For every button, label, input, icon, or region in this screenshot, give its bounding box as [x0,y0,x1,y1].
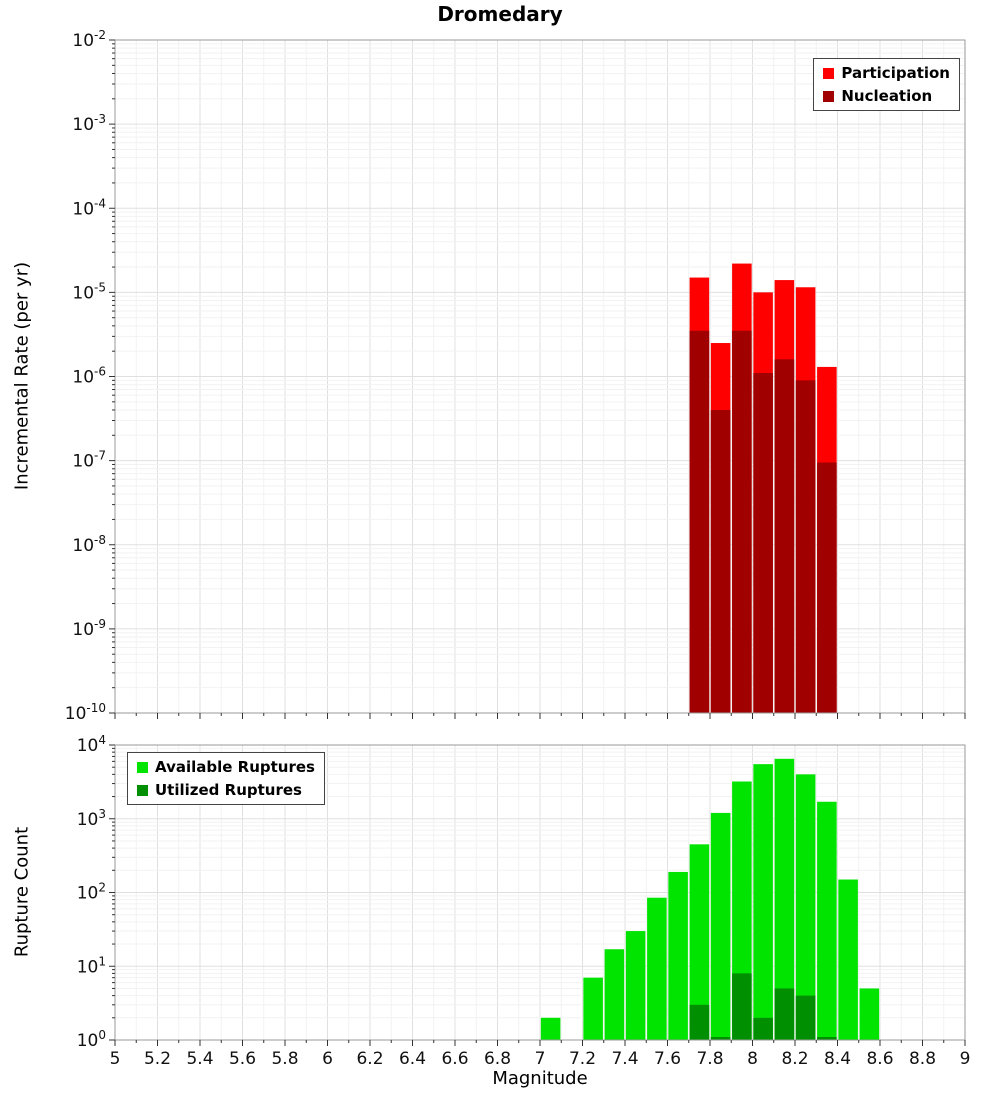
bar-nucleation [689,330,710,713]
x-tick-label: 8 [747,1049,758,1069]
bar-available-ruptures [795,774,816,1040]
bar-utilized-ruptures [710,1037,731,1040]
x-tick-label: 7.8 [696,1049,723,1069]
legend-item-nucleation: Nucleation [823,87,950,105]
y-tick-label: 10-5 [72,280,106,303]
bar-utilized-ruptures [774,988,795,1040]
bar-utilized-ruptures [689,1004,710,1040]
y-tick-label: 10-9 [72,617,106,640]
y-tick-label: 103 [77,807,106,830]
x-tick-label: 8.4 [824,1049,851,1069]
legend-label-available-ruptures: Available Ruptures [155,758,315,776]
x-tick-label: 9 [960,1049,971,1069]
legend-label-utilized-ruptures: Utilized Ruptures [155,781,302,799]
x-tick-labels: 5 5.2 5.4 5.6 5.8 6 6.2 6.4 6.6 6.8 7 7.2 7.4 7.6 7.8 8… [110,1049,971,1069]
bar-available-ruptures [583,977,603,1040]
x-tick-label: 8.6 [866,1049,893,1069]
available-ruptures-swatch-icon [137,761,148,773]
bottom-y-axis-label: Rupture Count [11,826,33,958]
bar-utilized-ruptures [732,973,752,1040]
y-tick-label: 10-7 [72,449,106,472]
bar-nucleation [710,409,731,713]
y-tick-label: 102 [77,881,106,904]
bars [689,263,837,713]
x-tick-label: 6.8 [484,1049,511,1069]
y-tick-label: 100 [77,1028,106,1051]
bar-nucleation [753,373,773,713]
bar-nucleation [732,330,752,713]
x-tick-label: 7 [535,1049,546,1069]
gridlines [114,39,966,714]
legend-item-utilized-ruptures: Utilized Ruptures [137,781,315,799]
bar-available-ruptures [859,988,880,1040]
bar-nucleation [817,462,837,713]
bar-available-ruptures [774,758,795,1040]
x-tick-label: 6 [322,1049,333,1069]
bar-available-ruptures [668,871,688,1040]
x-tick-label: 7.6 [654,1049,681,1069]
legend-item-available-ruptures: Available Ruptures [137,758,315,776]
bar-nucleation [774,359,795,713]
y-tick-label: 10-2 [72,28,106,51]
y-tick-label: 10-6 [72,365,106,388]
y-tick-labels: 10-2 10-3 10-4 10-5 10-6 10-7 10-8 10-9 10-10 [65,28,106,724]
y-tick-label: 10-10 [65,701,106,724]
x-tick-label: 6.2 [356,1049,383,1069]
y-tick-label: 104 [77,733,106,756]
legend-item-participation: Participation [823,64,950,82]
bar-available-ruptures [710,812,731,1040]
y-tick-label: 10-4 [72,196,106,219]
nucleation-swatch-icon [823,90,835,102]
bar-available-ruptures [838,879,858,1040]
x-tick-label: 5.4 [186,1049,213,1069]
x-tick-label: 5 [110,1049,121,1069]
x-axis-label: Magnitude [492,1068,588,1089]
bar-available-ruptures [625,931,646,1040]
utilized-ruptures-swatch-icon [137,784,148,796]
legend-label-nucleation: Nucleation [841,87,933,105]
axis-ticks [109,744,966,1046]
y-tick-label: 10-8 [72,533,106,556]
x-tick-label: 6.6 [441,1049,468,1069]
bar-utilized-ruptures [817,1037,837,1040]
participation-swatch-icon [823,67,835,79]
bar-utilized-ruptures [795,995,816,1040]
y-tick-labels: 104 103 102 101 100 [77,733,106,1051]
x-tick-label: 8.8 [909,1049,936,1069]
bottom-legend: Available Ruptures Utilized Ruptures [127,752,325,805]
top-legend: Participation Nucleation [813,58,960,111]
y-tick-label: 101 [77,954,106,977]
bars [540,758,880,1040]
x-tick-label: 7.4 [611,1049,638,1069]
x-tick-label: 5.6 [229,1049,256,1069]
chart-title: Dromedary [437,2,563,26]
top-y-axis-label: Incremental Rate (per yr) [11,261,33,491]
x-tick-label: 5.2 [144,1049,171,1069]
x-tick-label: 6.4 [399,1049,426,1069]
bar-nucleation [795,380,816,713]
bar-utilized-ruptures [753,1017,773,1040]
bar-available-ruptures [817,801,837,1040]
x-tick-label: 7.2 [569,1049,596,1069]
bar-available-ruptures [540,1017,561,1040]
x-tick-label: 5.8 [271,1049,298,1069]
axis-ticks [109,39,966,719]
bar-available-ruptures [647,897,667,1040]
x-tick-label: 8.2 [781,1049,808,1069]
legend-label-participation: Participation [841,64,950,82]
y-tick-label: 10-3 [72,112,106,135]
bar-available-ruptures [689,844,710,1040]
bar-available-ruptures [604,949,625,1040]
bar-available-ruptures [753,764,773,1040]
chart-panel-0: 10-2 10-3 10-4 10-5 10-6 10-7 10-8 10-9 10-10 [65,28,966,724]
